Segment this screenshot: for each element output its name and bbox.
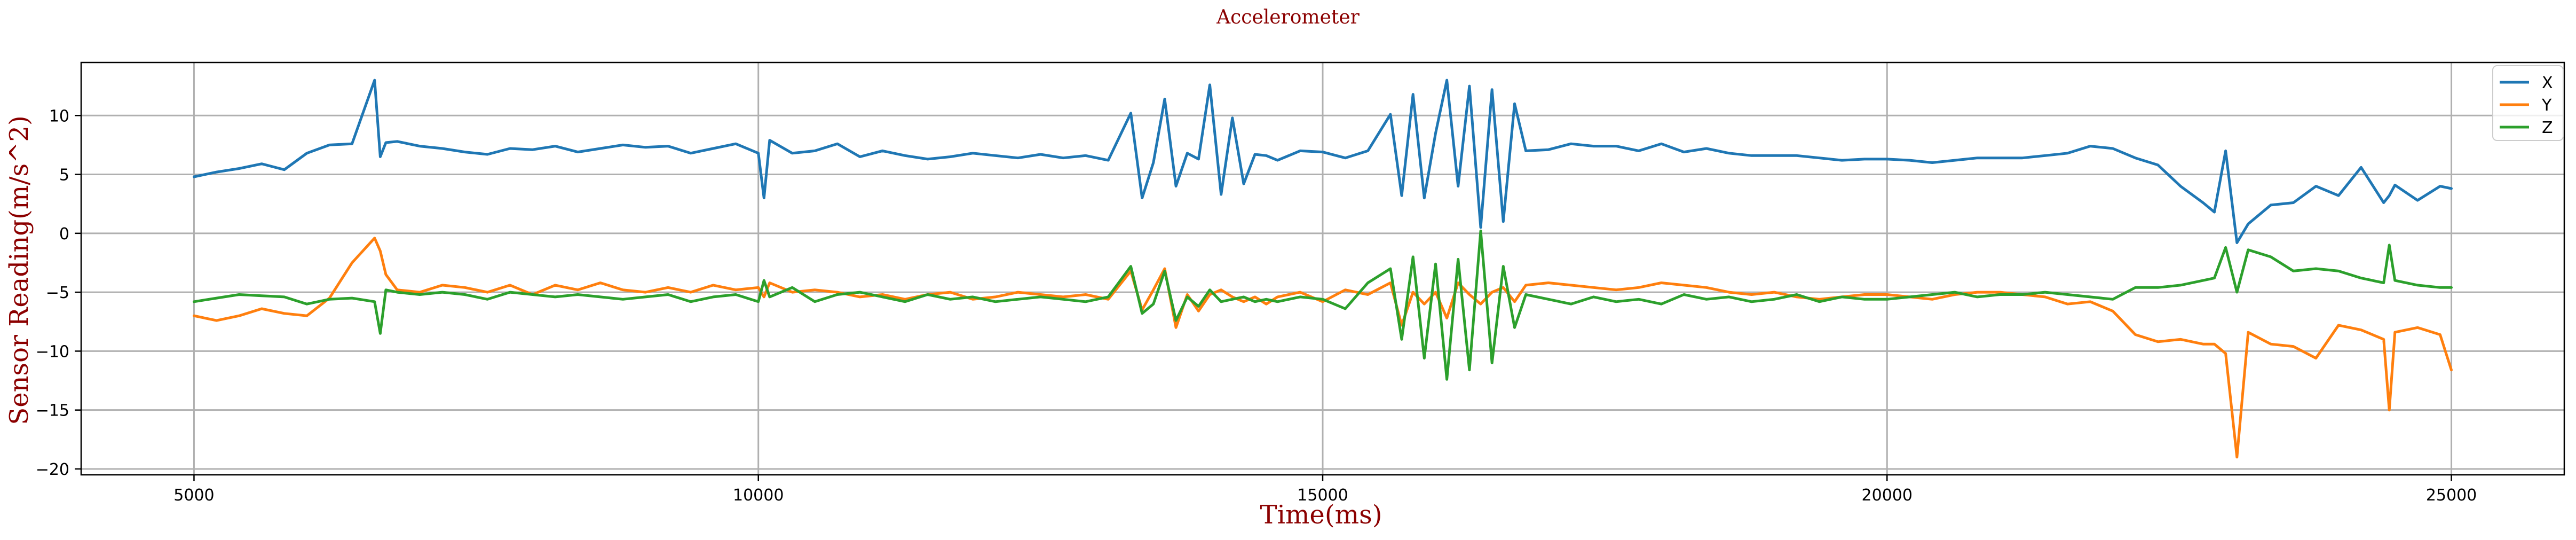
y-tick-label: −10 xyxy=(36,342,69,361)
y-tick-label: −20 xyxy=(36,460,69,479)
y-axis-label: Sensor Reading(m/s^2) xyxy=(4,115,34,425)
legend-label-z: Z xyxy=(2542,119,2553,137)
x-axis-label: Time(ms) xyxy=(1260,500,1382,530)
x-tick-label: 15000 xyxy=(1297,486,1348,505)
x-tick-label: 10000 xyxy=(733,486,784,505)
series-line-z xyxy=(193,229,2453,381)
grid-layer xyxy=(81,62,2564,475)
series-layer xyxy=(193,79,2453,459)
legend: X Y Z xyxy=(2492,65,2564,141)
x-tick-label: 25000 xyxy=(2426,486,2477,505)
y-tick-label: 5 xyxy=(59,166,69,185)
x-tick-label: 5000 xyxy=(173,486,214,505)
x-tick-label: 20000 xyxy=(1862,486,1913,505)
legend-label-y: Y xyxy=(2541,96,2552,115)
legend-label-x: X xyxy=(2542,74,2553,92)
series-line-y xyxy=(193,237,2453,459)
y-tick-label: 10 xyxy=(49,107,69,126)
y-tick-label: 0 xyxy=(59,225,69,244)
series-line-x xyxy=(193,79,2453,244)
y-tick-label: −5 xyxy=(46,284,69,302)
tick-layer: 5000 10000 15000 20000 25000 −20 −15 −10 −5 0 5 10 xyxy=(36,107,2477,505)
y-tick-label: −15 xyxy=(36,402,69,420)
legend-box xyxy=(2492,65,2564,141)
chart-title: Accelerometer xyxy=(1216,6,1360,28)
